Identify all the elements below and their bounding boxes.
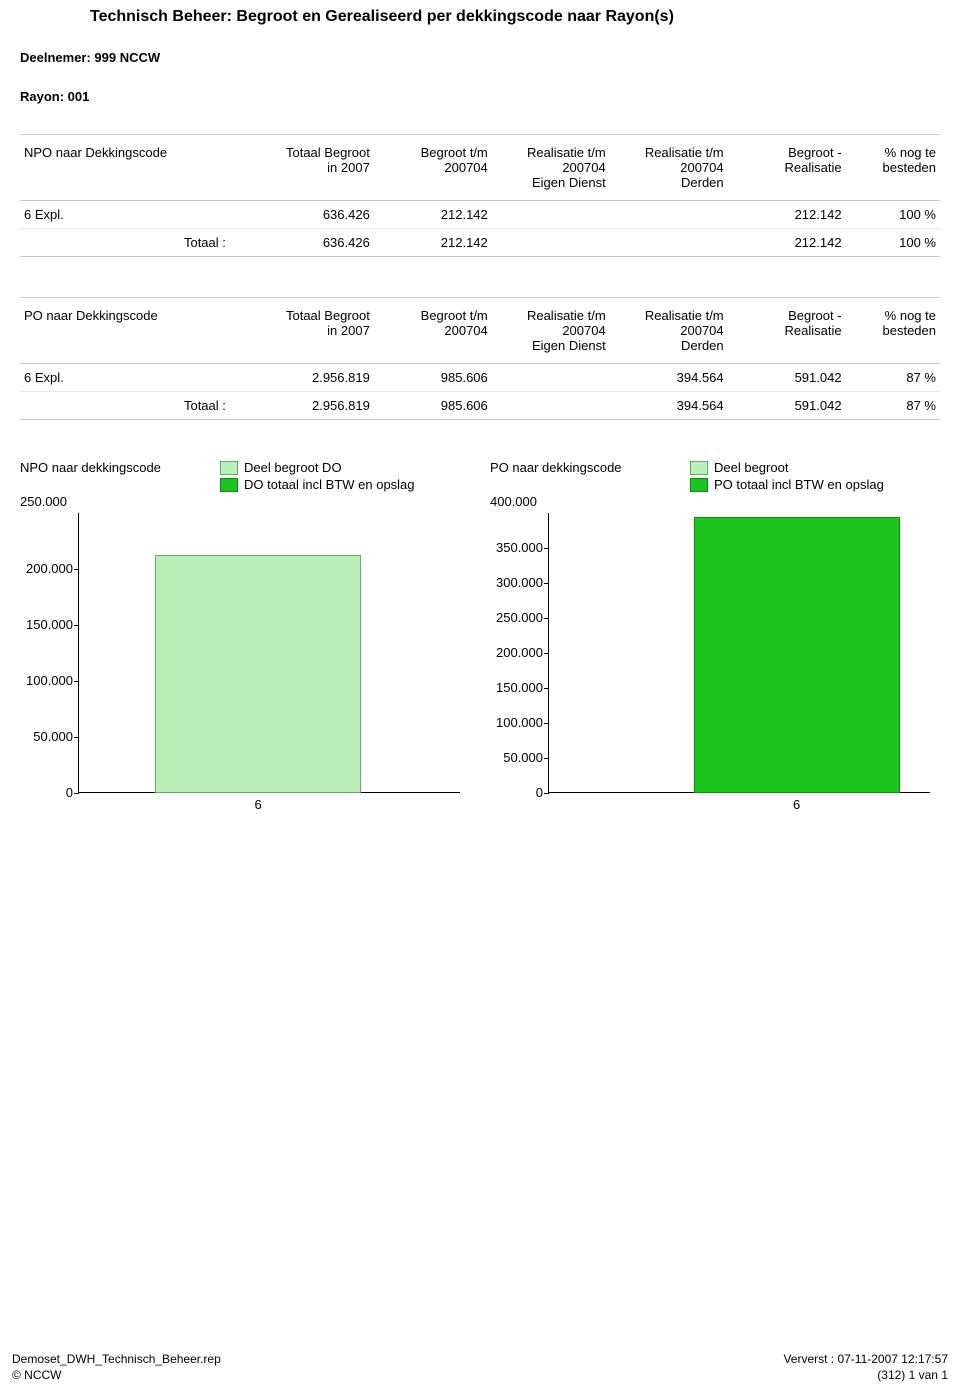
legend-swatch <box>690 461 708 475</box>
y-tick-label: 150.000 <box>17 618 73 631</box>
chart-body: 200.000150.000100.00050.00006 <box>78 513 460 793</box>
col-pct: % nog te besteden <box>846 135 940 201</box>
page-title: Technisch Beheer: Begroot en Gerealiseer… <box>90 8 940 26</box>
chart-body: 350.000300.000250.000200.000150.000100.0… <box>548 513 930 793</box>
chart-npo: NPO naar dekkingscode Deel begroot DO DO … <box>20 460 460 793</box>
cell: 985.606 <box>374 392 492 420</box>
y-tick-label: 250.000 <box>487 611 543 624</box>
col-begroot-tm: Begroot t/m 200704 <box>374 298 492 364</box>
table-row: 6 Expl. 636.426 212.142 212.142 100 % <box>20 201 940 229</box>
col-totaal-begroot: Totaal Begroot in 2007 <box>256 298 374 364</box>
cell: 87 % <box>846 364 940 392</box>
y-tick-label: 0 <box>487 786 543 799</box>
cell <box>610 229 728 257</box>
y-tick-label: 100.000 <box>487 716 543 729</box>
cell: 394.564 <box>610 392 728 420</box>
chart-legend: Deel begroot DO DO totaal incl BTW en ops… <box>220 460 415 492</box>
y-tick-label: 300.000 <box>487 576 543 589</box>
cell: 212.142 <box>374 201 492 229</box>
y-tick-label: 350.000 <box>487 541 543 554</box>
cell: 212.142 <box>728 201 846 229</box>
y-max-label: 250.000 <box>20 494 460 509</box>
deelnemer-label: Deelnemer: 999 NCCW <box>20 50 940 65</box>
chart-bar <box>155 555 361 793</box>
x-category-label: 6 <box>254 797 261 812</box>
cell: 985.606 <box>374 364 492 392</box>
col-begroot-min-real: Begroot - Realisatie <box>728 135 846 201</box>
cell: 100 % <box>846 229 940 257</box>
footer-page-num: (312) 1 van 1 <box>783 1368 948 1382</box>
cell: 591.042 <box>728 364 846 392</box>
page-footer: Demoset_DWH_Technisch_Beheer.rep © NCCW … <box>12 1352 948 1382</box>
chart-legend: Deel begroot PO totaal incl BTW en opslag <box>690 460 884 492</box>
col-pct: % nog te besteden <box>846 298 940 364</box>
footer-copyright: © NCCW <box>12 1368 221 1382</box>
y-tick-label: 50.000 <box>17 730 73 743</box>
row-label: 6 Expl. <box>20 364 256 392</box>
cell <box>492 201 610 229</box>
cell: 100 % <box>846 201 940 229</box>
legend-label: PO totaal incl BTW en opslag <box>714 477 884 492</box>
col-real-derden: Realisatie t/m 200704 Derden <box>610 135 728 201</box>
legend-swatch <box>220 461 238 475</box>
y-tick-label: 100.000 <box>17 674 73 687</box>
legend-item: Deel begroot <box>690 460 884 475</box>
legend-item: Deel begroot DO <box>220 460 415 475</box>
cell <box>492 392 610 420</box>
col-totaal-begroot: Totaal Begroot in 2007 <box>256 135 374 201</box>
cell <box>492 364 610 392</box>
col-npo: NPO naar Dekkingscode <box>20 135 256 201</box>
y-tick-label: 150.000 <box>487 681 543 694</box>
footer-file: Demoset_DWH_Technisch_Beheer.rep <box>12 1352 221 1366</box>
rayon-label: Rayon: 001 <box>20 89 940 104</box>
chart-bar <box>694 517 900 793</box>
po-table: PO naar Dekkingscode Totaal Begroot in 2… <box>20 297 940 420</box>
y-tick-label: 200.000 <box>487 646 543 659</box>
y-tick-label: 50.000 <box>487 751 543 764</box>
table-row: 6 Expl. 2.956.819 985.606 394.564 591.04… <box>20 364 940 392</box>
cell: 212.142 <box>728 229 846 257</box>
x-category-label: 6 <box>793 797 800 812</box>
legend-swatch <box>690 478 708 492</box>
col-real-eigen: Realisatie t/m 200704 Eigen Dienst <box>492 135 610 201</box>
row-label: 6 Expl. <box>20 201 256 229</box>
col-begroot-min-real: Begroot - Realisatie <box>728 298 846 364</box>
chart-po: PO naar dekkingscode Deel begroot PO tota… <box>490 460 930 793</box>
col-po: PO naar Dekkingscode <box>20 298 256 364</box>
cell: 636.426 <box>256 201 374 229</box>
cell <box>610 201 728 229</box>
cell: 636.426 <box>256 229 374 257</box>
legend-label: DO totaal incl BTW en opslag <box>244 477 415 492</box>
legend-label: Deel begroot <box>714 460 788 475</box>
legend-item: PO totaal incl BTW en opslag <box>690 477 884 492</box>
y-tick-label: 0 <box>17 786 73 799</box>
legend-swatch <box>220 478 238 492</box>
chart-title: NPO naar dekkingscode <box>20 460 220 492</box>
col-real-derden: Realisatie t/m 200704 Derden <box>610 298 728 364</box>
legend-item: DO totaal incl BTW en opslag <box>220 477 415 492</box>
total-row: Totaal : 636.426 212.142 212.142 100 % <box>20 229 940 257</box>
cell: 212.142 <box>374 229 492 257</box>
col-begroot-tm: Begroot t/m 200704 <box>374 135 492 201</box>
col-real-eigen: Realisatie t/m 200704 Eigen Dienst <box>492 298 610 364</box>
legend-label: Deel begroot DO <box>244 460 342 475</box>
total-row: Totaal : 2.956.819 985.606 394.564 591.0… <box>20 392 940 420</box>
chart-title: PO naar dekkingscode <box>490 460 690 492</box>
footer-refreshed: Ververst : 07-11-2007 12:17:57 <box>783 1352 948 1366</box>
cell: 394.564 <box>610 364 728 392</box>
y-tick-label: 200.000 <box>17 562 73 575</box>
cell <box>492 229 610 257</box>
cell: 87 % <box>846 392 940 420</box>
total-label: Totaal : <box>20 229 256 257</box>
cell: 591.042 <box>728 392 846 420</box>
y-max-label: 400.000 <box>490 494 930 509</box>
total-label: Totaal : <box>20 392 256 420</box>
cell: 2.956.819 <box>256 392 374 420</box>
cell: 2.956.819 <box>256 364 374 392</box>
npo-table: NPO naar Dekkingscode Totaal Begroot in … <box>20 134 940 257</box>
